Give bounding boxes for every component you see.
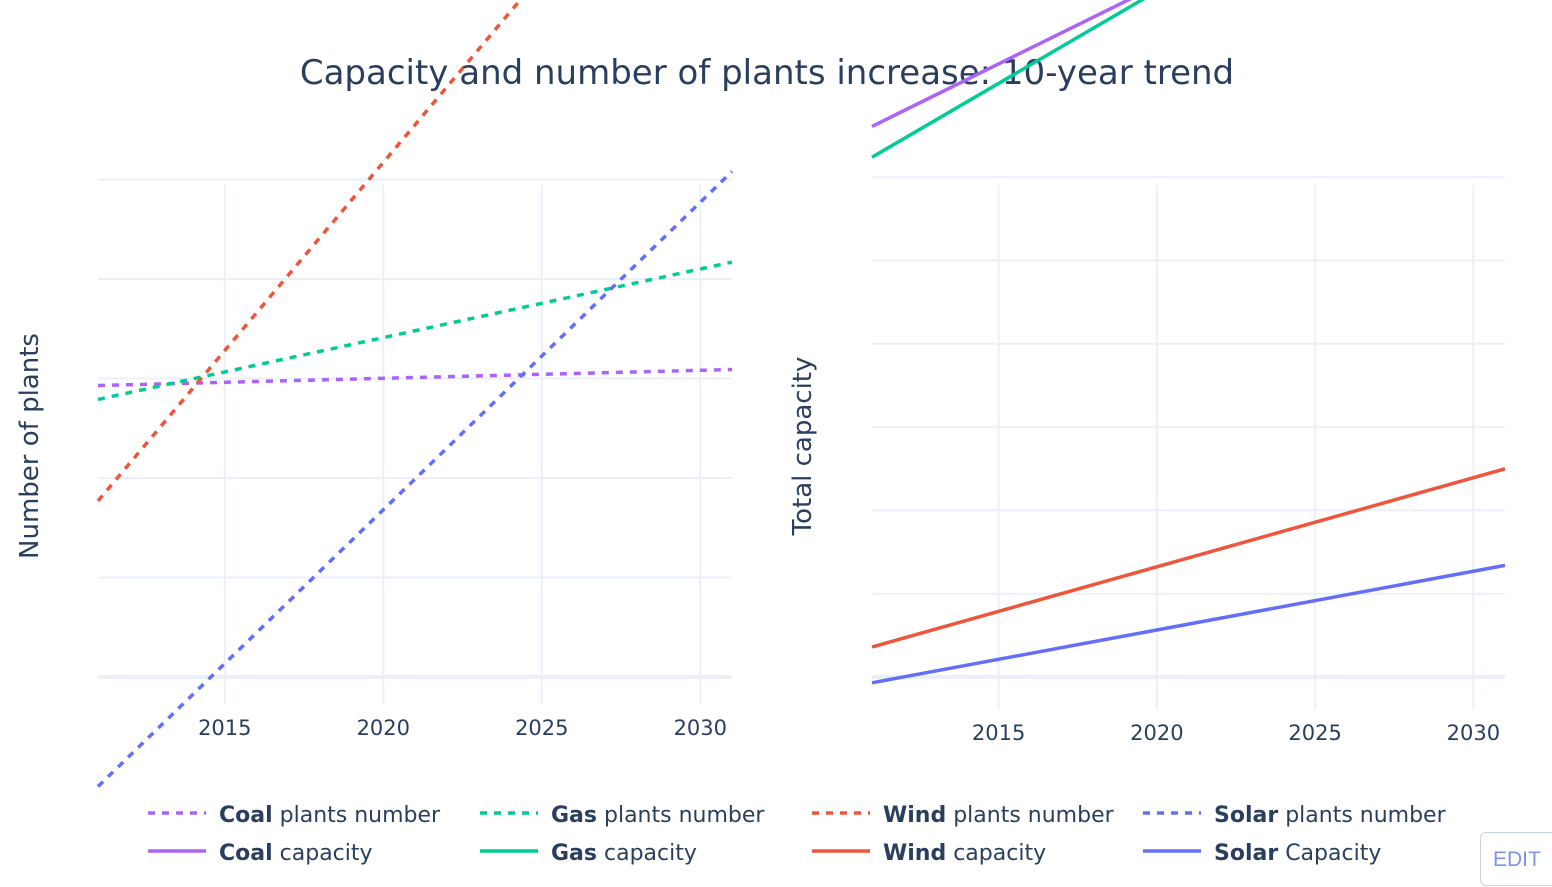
chart-title: Capacity and number of plants increase: …: [300, 53, 1234, 93]
legend[interactable]: Coal plants number Gas plants number Wind …: [148, 803, 1447, 866]
series-line-wind[interactable]: [96, 0, 732, 503]
legend-item-solar-capacity[interactable]: Solar Capacity: [1143, 841, 1381, 866]
legend-label: Gas plants number: [551, 803, 765, 828]
x-tick-label: 2030: [674, 716, 727, 740]
x-tick-label: 2015: [198, 716, 251, 740]
legend-item-gas-plants[interactable]: Gas plants number: [480, 803, 765, 828]
legend-label: Solar Capacity: [1214, 841, 1381, 866]
edit-button[interactable]: EDIT: [1480, 832, 1552, 886]
series-line-gas[interactable]: [97, 260, 733, 402]
x-tick-label: 2020: [1130, 721, 1183, 745]
legend-item-gas-capacity[interactable]: Gas capacity: [480, 841, 697, 866]
legend-label: Coal plants number: [219, 803, 441, 828]
series-line-solar[interactable]: [871, 563, 1506, 685]
legend-item-wind-plants[interactable]: Wind plants number: [812, 803, 1115, 828]
legend-item-solar-plants[interactable]: Solar plants number: [1143, 803, 1447, 828]
x-tick-label: 2015: [972, 721, 1025, 745]
left-subplot: 2015 2020 2025 2030: [96, 0, 734, 788]
legend-label: Gas capacity: [551, 841, 697, 866]
series-line-wind[interactable]: [871, 467, 1506, 649]
x-tick-label: 2025: [1288, 721, 1341, 745]
x-tick-label: 2020: [357, 716, 410, 740]
left-y-axis-title: Number of plants: [15, 333, 45, 559]
right-y-axis-title: Total capacity: [788, 357, 818, 537]
legend-label: Coal capacity: [219, 841, 373, 866]
legend-item-coal-plants[interactable]: Coal plants number: [148, 803, 441, 828]
series-line-coal[interactable]: [871, 0, 1505, 128]
legend-label: Solar plants number: [1214, 803, 1447, 828]
x-tick-label: 2025: [515, 716, 568, 740]
right-subplot: 2015 2020 2025 2030: [871, 0, 1506, 745]
legend-item-wind-capacity[interactable]: Wind capacity: [812, 841, 1046, 866]
legend-label: Wind capacity: [883, 841, 1046, 866]
legend-item-coal-capacity[interactable]: Coal capacity: [148, 841, 373, 866]
legend-label: Wind plants number: [883, 803, 1115, 828]
x-tick-label: 2030: [1447, 721, 1500, 745]
series-line-gas[interactable]: [871, 0, 1505, 159]
